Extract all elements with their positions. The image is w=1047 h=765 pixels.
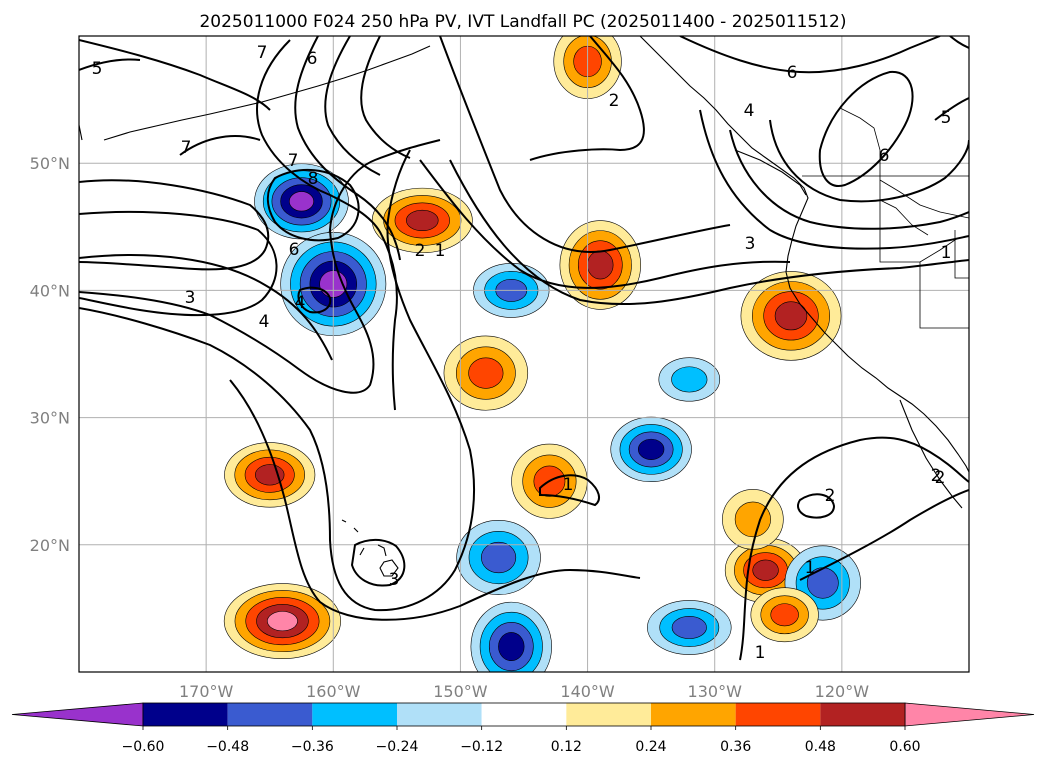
contour-label: 1: [563, 475, 574, 495]
contour-label: 2: [931, 466, 942, 486]
shaded-region: [750, 587, 819, 643]
colorbar-bin: [820, 703, 905, 726]
chart-title: 2025011000 F024 250 hPa PV, IVT Landfall…: [199, 12, 846, 32]
contour-label: 4: [259, 312, 270, 332]
axis-tick-labels: 170°W 160°W 150°W 140°W 130°W 120°W 20°N 30°N 40…: [30, 154, 870, 701]
contour-label: 7: [181, 138, 192, 158]
colorbar-bin: [227, 703, 313, 726]
colorbar-bin: [651, 703, 736, 726]
shaded-contour-fill: [671, 616, 707, 639]
colorbar-tick-label: 0.24: [635, 739, 666, 755]
coastlines: [79, 36, 969, 577]
contour-label: 1: [435, 241, 446, 261]
shaded-region: [470, 601, 552, 672]
contour-label: 6: [879, 146, 890, 166]
contour-label: 4: [295, 293, 306, 313]
colorbar-bin: [566, 703, 651, 726]
x-tick-label: 160°W: [306, 682, 361, 701]
contour-label: 7: [257, 43, 268, 63]
colorbar-tick-label: −0.24: [376, 739, 419, 755]
colorbar-tick-label: 0.12: [551, 739, 582, 755]
shaded-contour-fill: [587, 250, 614, 280]
colorbar-tick-label: 0.36: [720, 739, 751, 755]
x-tick-label: 150°W: [433, 682, 488, 701]
contour-label: 1: [755, 643, 766, 663]
contour-label: 3: [185, 288, 196, 308]
shaded-contour-fill: [468, 357, 504, 389]
colorbar-bin: [481, 703, 567, 726]
contour-label: 2: [415, 241, 426, 261]
colorbar-tick-label: −0.36: [291, 739, 334, 755]
y-tick-label: 20°N: [30, 536, 70, 555]
shaded-region: [443, 335, 529, 411]
colorbar: −0.60 −0.48 −0.36 −0.24 −0.12 0.12 0.24 0.36 0.4…: [11, 702, 1035, 755]
y-tick-label: 30°N: [30, 409, 70, 428]
colorbar-tick-label: 0.48: [805, 739, 836, 755]
contour-label: 2: [825, 486, 836, 506]
contour-label: 2: [935, 468, 946, 488]
colorbar-tick-label: −0.48: [206, 739, 249, 755]
shaded-contour-fill: [752, 559, 779, 581]
shaded-contour-fill: [289, 191, 314, 212]
contour-label: 3: [745, 234, 756, 254]
x-tick-label: 120°W: [815, 682, 870, 701]
contour-label: 2: [609, 91, 620, 111]
contour-label: 7: [288, 151, 299, 171]
contour-label: 6: [307, 49, 318, 69]
colorbar-frame: [142, 702, 906, 727]
shaded-contour-fill: [637, 438, 665, 460]
colorbar-extend-min: [11, 702, 144, 727]
shaded-contour-fill: [774, 301, 808, 331]
contour-label: 6: [289, 240, 300, 260]
shaded-contour-fill: [267, 611, 298, 632]
shaded-region: [224, 442, 316, 508]
shaded-contour-fill: [406, 209, 439, 232]
colorbar-bin: [143, 703, 228, 726]
x-tick-label: 130°W: [688, 682, 743, 701]
x-tick-label: 140°W: [560, 682, 615, 701]
contour-label: 6: [787, 63, 798, 83]
contour-label: 4: [744, 101, 755, 121]
contour-label: 1: [941, 243, 952, 263]
contour-label: 5: [941, 108, 952, 128]
contour-label: 1: [805, 558, 816, 578]
contour-label: 8: [308, 169, 319, 189]
shaded-contour-fill: [498, 632, 525, 661]
shaded-contour-fill: [671, 366, 708, 393]
shaded-contour-fill: [770, 603, 799, 627]
shaded-region: [610, 416, 692, 483]
shaded-region: [740, 271, 842, 361]
contour-label: 3: [389, 570, 400, 590]
shaded-contour-fill: [734, 501, 771, 538]
map-frame: [78, 35, 970, 673]
contour-label: 5: [92, 59, 103, 79]
colorbar-extend-max: [904, 702, 1035, 727]
shaded-region: [658, 357, 721, 402]
shaded-region: [223, 583, 342, 660]
colorbar-tick-label: −0.60: [122, 739, 165, 755]
contour-lines: [79, 36, 969, 661]
shaded-region: [722, 489, 784, 550]
x-tick-label: 170°W: [179, 682, 234, 701]
colorbar-tick-label: 0.60: [889, 739, 920, 755]
colorbar-bin: [312, 703, 397, 726]
y-tick-label: 40°N: [30, 281, 70, 300]
colorbar-tick-label: −0.12: [460, 739, 503, 755]
political-borders: [802, 107, 969, 329]
colorbar-bin: [397, 703, 482, 726]
y-tick-label: 50°N: [30, 154, 70, 173]
shaded-region: [647, 600, 732, 655]
shaded-contour-fill: [481, 541, 517, 574]
colorbar-bin: [735, 703, 821, 726]
